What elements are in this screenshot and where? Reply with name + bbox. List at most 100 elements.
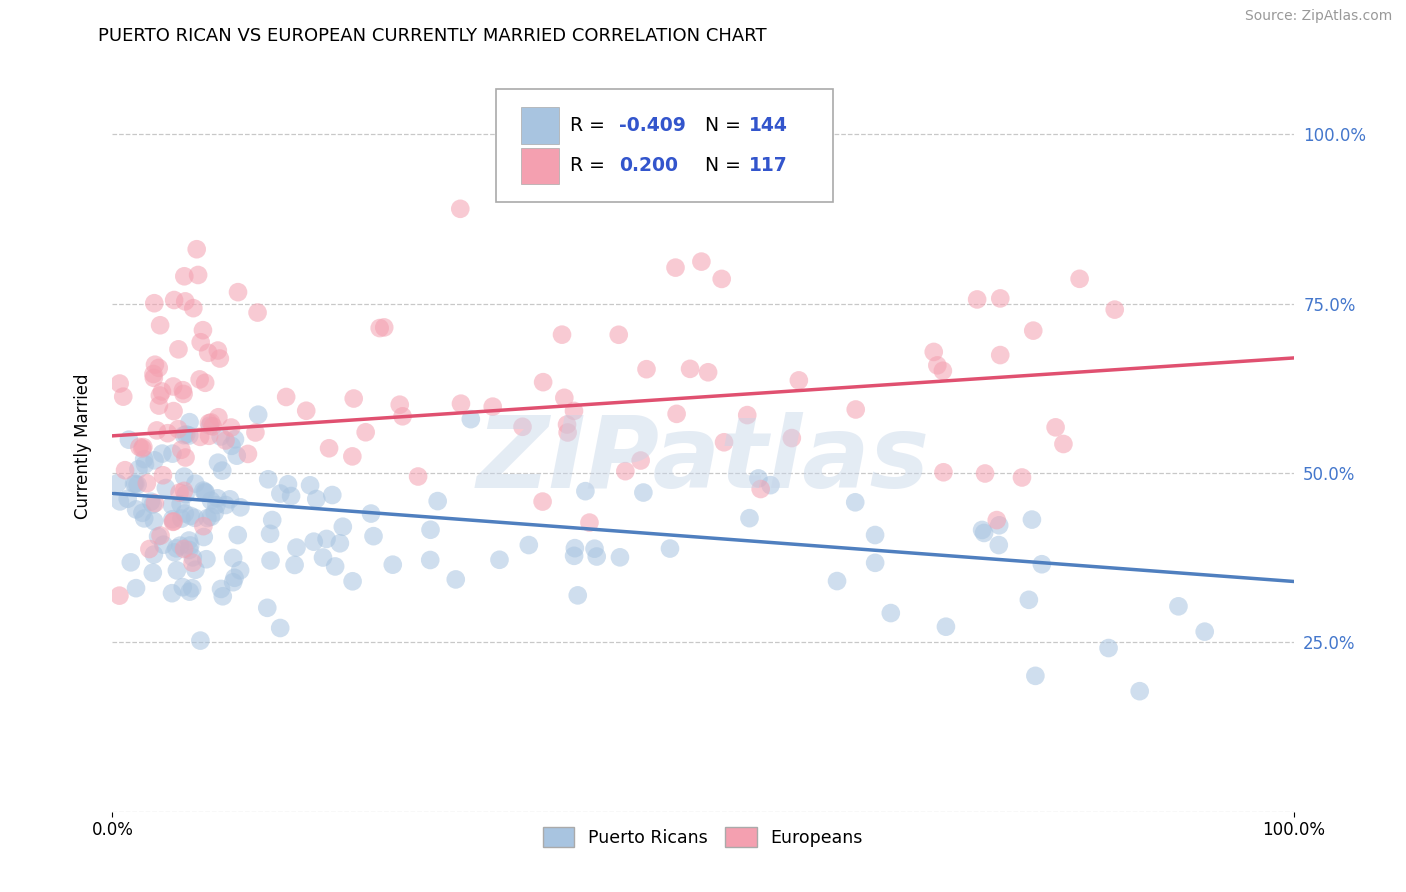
Point [863, 528, 886, 542]
Point [262, 513, 284, 527]
Point [825, 574, 848, 588]
Point [988, 292, 1011, 306]
Point [373, 320, 395, 334]
Point [179, 428, 201, 442]
Point [679, 362, 702, 376]
Point [162, 515, 184, 529]
Point [181, 581, 204, 595]
Point [323, 559, 346, 574]
Point [193, 530, 215, 544]
Point [229, 500, 252, 515]
Point [131, 442, 153, 456]
Point [200, 493, 222, 508]
Point [172, 383, 194, 397]
Point [222, 575, 245, 590]
Text: R =: R = [569, 156, 616, 176]
Point [155, 481, 177, 495]
Point [406, 469, 429, 483]
Point [391, 409, 413, 424]
Point [321, 488, 343, 502]
Point [163, 545, 186, 559]
Point [759, 478, 782, 492]
Point [690, 254, 713, 268]
Point [180, 508, 202, 523]
Point [207, 456, 229, 470]
Point [972, 523, 994, 537]
Point [749, 482, 772, 496]
Point [214, 498, 236, 512]
Point [224, 571, 246, 585]
Point [245, 425, 267, 440]
Point [190, 335, 212, 350]
Point [226, 285, 249, 300]
Point [368, 321, 391, 335]
Point [173, 469, 195, 483]
Point [531, 494, 554, 508]
Point [419, 553, 441, 567]
Point [269, 621, 291, 635]
Point [167, 422, 190, 436]
Point [567, 588, 589, 602]
Point [284, 558, 307, 572]
Point [219, 492, 242, 507]
Text: ZIPatlas: ZIPatlas [477, 412, 929, 509]
Point [285, 541, 308, 555]
Point [259, 553, 281, 567]
Point [225, 449, 247, 463]
Point [236, 447, 259, 461]
Point [143, 453, 166, 467]
Point [295, 403, 318, 417]
Point [177, 533, 200, 548]
Point [148, 360, 170, 375]
Point [173, 541, 195, 556]
Point [735, 408, 758, 422]
Point [187, 268, 209, 282]
Point [150, 446, 173, 460]
Point [664, 260, 686, 275]
Point [277, 477, 299, 491]
Point [259, 526, 281, 541]
Point [932, 465, 955, 479]
Point [209, 582, 232, 596]
Point [131, 506, 153, 520]
Point [246, 305, 269, 319]
Point [152, 538, 174, 552]
Point [787, 373, 810, 387]
Point [987, 538, 1010, 552]
Legend: Puerto Ricans, Europeans: Puerto Ricans, Europeans [536, 821, 870, 855]
Point [1045, 420, 1067, 434]
Point [174, 450, 197, 465]
Point [146, 424, 169, 438]
Point [198, 416, 221, 430]
Point [512, 419, 534, 434]
Point [173, 507, 195, 521]
Point [142, 498, 165, 512]
Point [247, 408, 270, 422]
Point [211, 464, 233, 478]
Point [204, 506, 226, 520]
Point [1097, 640, 1119, 655]
Point [460, 412, 482, 426]
Point [562, 549, 585, 563]
Point [633, 485, 655, 500]
Point [193, 519, 215, 533]
Text: 144: 144 [749, 116, 787, 135]
Point [214, 434, 236, 448]
Point [108, 494, 131, 508]
Point [132, 440, 155, 454]
Point [481, 400, 503, 414]
Point [302, 534, 325, 549]
Point [713, 435, 735, 450]
Point [148, 399, 170, 413]
Point [125, 502, 148, 516]
Point [315, 532, 337, 546]
Point [388, 398, 411, 412]
Point [276, 390, 298, 404]
Text: PUERTO RICAN VS EUROPEAN CURRENTLY MARRIED CORRELATION CHART: PUERTO RICAN VS EUROPEAN CURRENTLY MARRI… [98, 27, 768, 45]
Point [112, 390, 135, 404]
Point [188, 430, 211, 444]
Point [170, 442, 193, 457]
FancyBboxPatch shape [496, 89, 832, 202]
Point [1052, 437, 1074, 451]
Point [174, 294, 197, 309]
